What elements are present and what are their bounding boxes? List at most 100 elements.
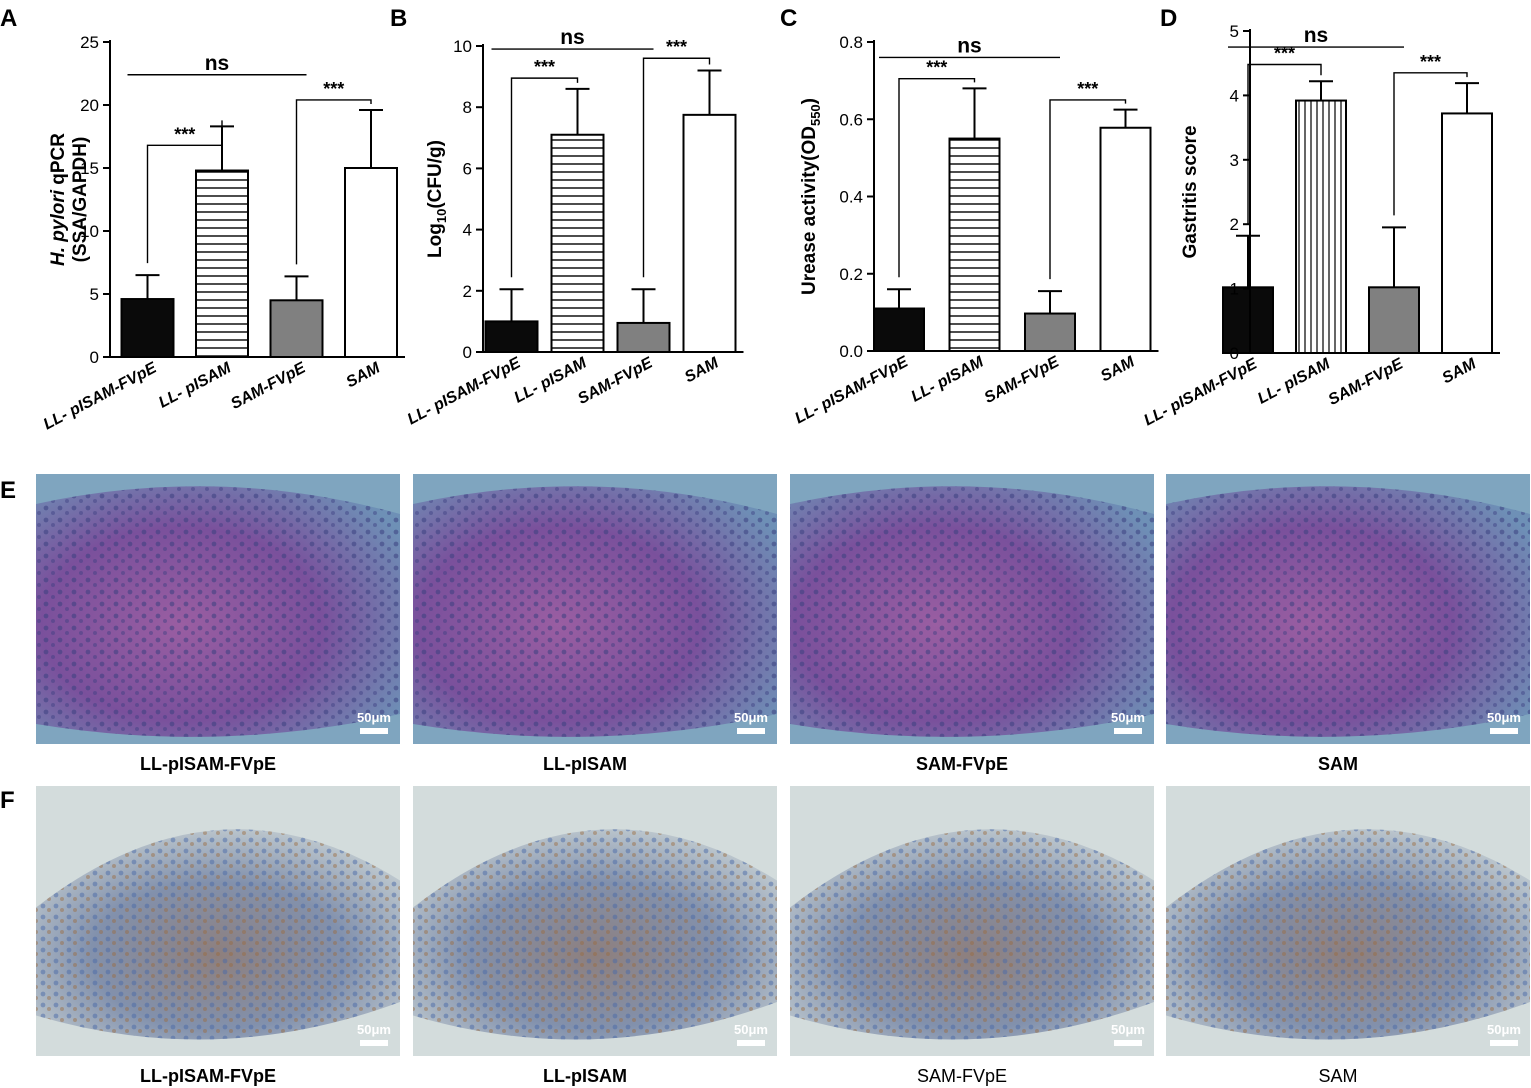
micrograph-caption: LL-pISAM — [543, 754, 627, 774]
scale-bar-label: 50μm — [1487, 710, 1521, 725]
significance-bracket — [1049, 99, 1127, 280]
y-tick-label: 5 — [90, 285, 99, 304]
x-tick-label: SAM — [343, 359, 383, 391]
significance-label: *** — [1420, 52, 1441, 72]
x-tick-label: SAM — [1439, 355, 1479, 387]
y-axis-label: Urease activity(OD550) — [799, 98, 823, 295]
y-tick-label: 1 — [1230, 280, 1239, 299]
x-tick-label: LL- pISAM — [1255, 355, 1333, 407]
tissue-cells — [36, 486, 400, 737]
scale-bar — [1490, 1040, 1518, 1046]
tissue-cells — [1166, 486, 1530, 737]
y-tick-label: 0.8 — [839, 33, 863, 52]
y-tick-label: 10 — [453, 37, 472, 56]
x-tick-label: LL- pISAM — [909, 353, 987, 405]
scale-bar — [1114, 728, 1142, 734]
y-tick-label: 2 — [1230, 215, 1239, 234]
significance-bracket — [642, 57, 711, 278]
bar-1 — [873, 307, 925, 353]
y-tick-label: 4 — [1230, 86, 1239, 105]
scale-bar — [1490, 728, 1518, 734]
y-tick-label: 20 — [80, 96, 99, 115]
y-tick-label: 0.6 — [839, 110, 863, 129]
significance-label: *** — [666, 37, 687, 57]
y-axis-label-rest: (CFU/g) — [425, 140, 446, 209]
bar-1 — [1222, 286, 1274, 355]
scale-bar — [1114, 1040, 1142, 1046]
scale-bar-label: 50μm — [734, 1022, 768, 1037]
y-tick-label: 5 — [1230, 22, 1239, 41]
y-tick-label: 3 — [1230, 151, 1239, 170]
y-axis-label-rest: ) — [799, 98, 820, 104]
ihc-micrograph-row: 50μm LL-pISAM-FVpE 50μm LL-pISAM 50μm SAM-FVp… — [36, 786, 1530, 1086]
bar-3 — [1368, 286, 1420, 355]
ns-label: ns — [560, 26, 585, 49]
significance-bracket — [1393, 72, 1468, 216]
micrograph-caption: LL-pISAM-FVpE — [140, 754, 276, 774]
scale-bar — [360, 1040, 388, 1046]
y-axis-label: Log10(CFU/g) — [425, 140, 449, 258]
bar-4 — [344, 167, 398, 358]
ns-label: ns — [957, 34, 982, 57]
scale-bar — [737, 1040, 765, 1046]
x-tick-label: LL- pISAM-FVpE — [405, 354, 525, 428]
scale-bar-label: 50μm — [1111, 1022, 1145, 1037]
ihc-micrograph-2: 50μm LL-pISAM — [413, 786, 777, 1086]
x-tick-label: SAM-FVpE — [1326, 355, 1407, 409]
significance-label: *** — [323, 79, 344, 99]
y-axis-label-rest: qPCR — [48, 133, 69, 190]
significance-label: *** — [1077, 79, 1098, 99]
tissue-cells — [1166, 829, 1530, 1040]
bar-2 — [195, 169, 249, 358]
ns-label: ns — [205, 52, 230, 75]
he-micrograph-2: 50μm LL-pISAM — [413, 474, 777, 774]
significance-bracket — [510, 77, 579, 278]
bar-2 — [1295, 99, 1347, 354]
scale-bar-label: 50μm — [357, 1022, 391, 1037]
y-tick-label: 10 — [80, 222, 99, 241]
scale-bar-label: 50μm — [357, 710, 391, 725]
he-micrograph-1: 50μm LL-pISAM-FVpE — [36, 474, 400, 774]
micrograph-caption: SAM — [1318, 754, 1358, 774]
y-axis-label-main: Log — [425, 223, 446, 258]
scale-bar — [360, 728, 388, 734]
x-tick-label: LL- pISAM-FVpE — [1141, 355, 1261, 429]
scale-bar-label: 50μm — [1111, 710, 1145, 725]
panel-letter-c: C — [780, 5, 797, 32]
bar-3 — [616, 321, 671, 353]
significance-bracket — [295, 99, 372, 265]
y-tick-label: 6 — [463, 159, 472, 178]
ihc-micrograph-3: 50μm SAM-FVpE — [790, 786, 1154, 1086]
bar-2 — [948, 137, 1001, 352]
ihc-micrograph-1: 50μm LL-pISAM-FVpE — [36, 786, 400, 1086]
ihc-micrograph-4: 50μm SAM — [1166, 786, 1530, 1086]
significance-label: *** — [1274, 43, 1295, 63]
scale-bar-label: 50μm — [734, 710, 768, 725]
panel-letter-a: A — [0, 5, 17, 32]
significance-label: *** — [926, 58, 947, 78]
y-tick-label: 15 — [80, 159, 99, 178]
x-tick-label: LL- pISAM-FVpE — [792, 353, 912, 427]
tissue-cells — [36, 829, 400, 1040]
micrograph-caption: SAM-FVpE — [916, 754, 1008, 774]
y-tick-label: 0.0 — [839, 342, 863, 361]
bar-4 — [1441, 112, 1493, 354]
bar-1 — [484, 320, 539, 353]
bar-4 — [682, 113, 737, 353]
micrograph-caption: SAM — [1318, 1066, 1357, 1086]
y-tick-label: 0 — [463, 343, 472, 362]
micrograph-caption: SAM-FVpE — [917, 1066, 1007, 1086]
panel-letter-e: E — [0, 477, 16, 504]
y-tick-label: 0.2 — [839, 265, 863, 284]
he-micrograph-row: 50μm LL-pISAM-FVpE 50μm LL-pISAM 50μm SAM-FVp… — [36, 474, 1530, 774]
significance-bracket — [1247, 63, 1322, 224]
y-axis-label-subscript: 10 — [434, 209, 449, 223]
bar-4 — [1099, 126, 1152, 352]
x-tick-label: SAM-FVpE — [228, 359, 309, 413]
tissue-cells — [790, 829, 1154, 1040]
y-tick-label: 0 — [1230, 344, 1239, 363]
y-tick-label: 8 — [463, 98, 472, 117]
tissue-cells — [413, 829, 777, 1040]
